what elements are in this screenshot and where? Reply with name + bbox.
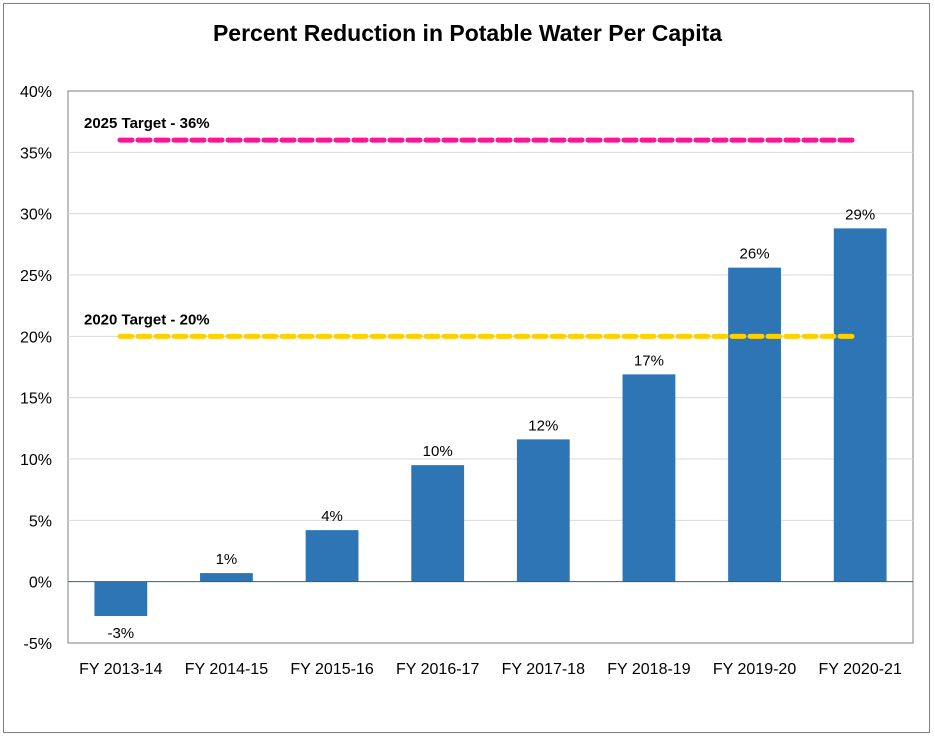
y-tick-label: 20% — [20, 329, 52, 346]
data-label: 1% — [216, 551, 238, 568]
bar — [833, 228, 887, 582]
y-tick-label: 35% — [20, 145, 52, 162]
x-tick-label: FY 2017-18 — [502, 661, 585, 678]
y-axis-ticks: -5% 0% 5% 10% 15% 20% 25% 30% 35% 40% — [20, 84, 52, 653]
x-tick-label: FY 2016-17 — [396, 661, 479, 678]
target-label: 2020 Target - 20% — [84, 311, 210, 328]
y-tick-label: 40% — [20, 84, 52, 101]
data-label: 10% — [423, 443, 453, 460]
bar — [200, 573, 253, 582]
bar — [305, 530, 359, 582]
x-tick-label: FY 2014-15 — [185, 661, 268, 678]
y-tick-label: 10% — [20, 452, 52, 469]
data-label: 17% — [634, 352, 664, 369]
bars — [94, 228, 887, 617]
y-tick-label: 5% — [29, 513, 52, 530]
y-tick-label: 15% — [20, 391, 52, 408]
y-tick-label: 0% — [29, 575, 52, 592]
bar — [516, 439, 570, 582]
x-tick-label: FY 2018-19 — [607, 661, 690, 678]
data-label: 26% — [740, 246, 770, 263]
x-axis-ticks: FY 2013-14 FY 2014-15 FY 2015-16 FY 2016-17… — [79, 661, 902, 678]
x-tick-label: FY 2013-14 — [79, 661, 162, 678]
data-label: 4% — [321, 508, 343, 525]
target-label: 2025 Target - 36% — [84, 115, 210, 132]
data-label: 12% — [528, 417, 558, 434]
plot-area — [67, 90, 914, 644]
data-labels: -3% 1% 4% 10% 12% 17% 26% 29% — [107, 206, 875, 642]
data-label: 29% — [845, 206, 875, 223]
chart-title: Percent Reduction in Potable Water Per C… — [212, 20, 723, 46]
bar — [94, 581, 148, 617]
data-label: -3% — [107, 625, 134, 642]
y-tick-label: 30% — [20, 207, 52, 224]
x-tick-label: FY 2019-20 — [713, 661, 796, 678]
y-tick-label: 25% — [20, 268, 52, 285]
x-tick-label: FY 2020-21 — [819, 661, 902, 678]
y-tick-label: -5% — [24, 636, 52, 653]
target-lines: 2025 Target - 36% 2020 Target - 20% — [84, 115, 860, 339]
bar — [622, 374, 676, 582]
bar — [728, 267, 781, 582]
x-tick-label: FY 2015-16 — [290, 661, 373, 678]
bar — [411, 465, 465, 582]
